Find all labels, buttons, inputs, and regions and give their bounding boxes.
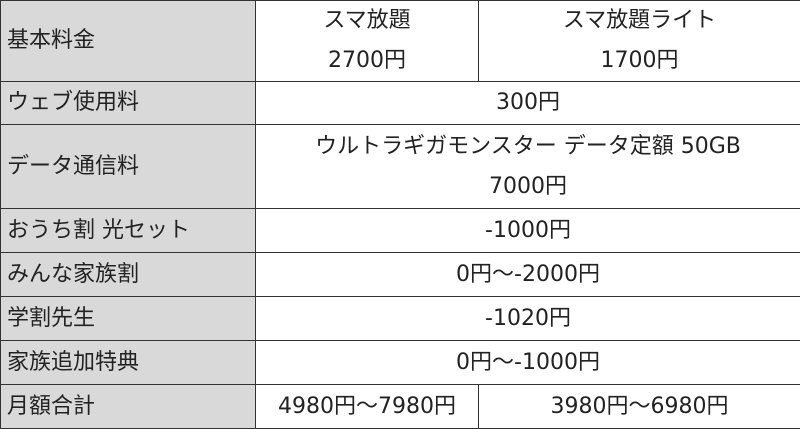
row-value: ウルトラギガモンスター データ定額 50GB [256, 127, 800, 167]
row-label: おうち割 光セット [1, 209, 256, 253]
table-row: データ通信料 ウルトラギガモンスター データ定額 50GB 7000円 [1, 125, 800, 209]
row-value: -1020円 [256, 297, 800, 341]
plan-price: 2700円 [256, 41, 478, 81]
row-label: データ通信料 [1, 125, 256, 209]
table-row: 基本料金 スマ放題 2700円 スマ放題ライト 1700円 [1, 1, 800, 82]
plan-cell: スマ放題ライト 1700円 [479, 1, 800, 82]
plan-price: 1700円 [479, 41, 800, 81]
table-row-total: 月額合計 4980円～7980円 3980円～6980円 [1, 385, 800, 429]
table-row: おうち割 光セット -1000円 [1, 209, 800, 253]
plan-name: スマ放題ライト [479, 1, 800, 41]
table-row: 家族追加特典 0円～-1000円 [1, 341, 800, 385]
row-value-price: 7000円 [256, 167, 800, 207]
row-label: ウェブ使用料 [1, 82, 256, 125]
table-row: みんな家族割 0円～-2000円 [1, 253, 800, 297]
plan-cell: スマ放題 2700円 [256, 1, 479, 82]
row-value: 300円 [256, 82, 800, 125]
total-value: 4980円～7980円 [256, 385, 479, 429]
row-value: -1000円 [256, 209, 800, 253]
row-label: 家族追加特典 [1, 341, 256, 385]
total-value: 3980円～6980円 [479, 385, 800, 429]
row-label: 基本料金 [1, 1, 256, 82]
row-value: 0円～-1000円 [256, 341, 800, 385]
plan-name: スマ放題 [256, 1, 478, 41]
row-label: みんな家族割 [1, 253, 256, 297]
row-label: 学割先生 [1, 297, 256, 341]
row-value-cell: ウルトラギガモンスター データ定額 50GB 7000円 [256, 125, 800, 209]
row-label: 月額合計 [1, 385, 256, 429]
table-row: ウェブ使用料 300円 [1, 82, 800, 125]
row-value: 0円～-2000円 [256, 253, 800, 297]
table-row: 学割先生 -1020円 [1, 297, 800, 341]
